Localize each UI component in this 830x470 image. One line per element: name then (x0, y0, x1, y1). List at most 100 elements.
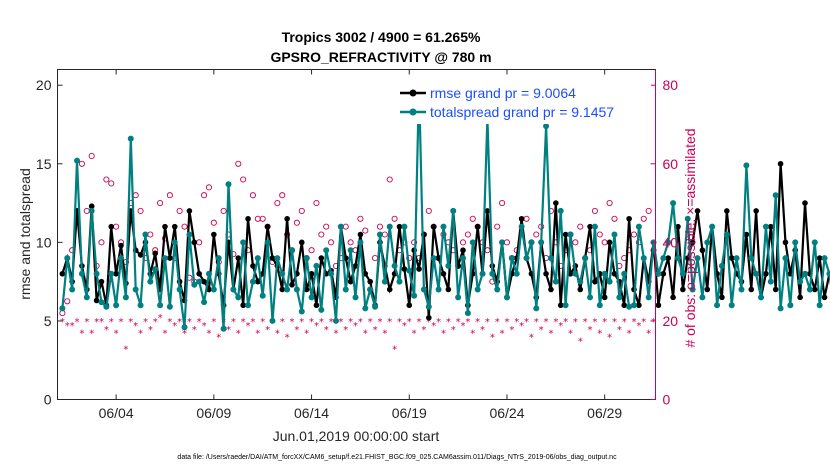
rmse-point (186, 208, 193, 214)
totalspread-point (69, 286, 76, 293)
chart-title-line1: Tropics 3002 / 4900 = 61.265% (282, 29, 481, 45)
totalspread-point (552, 278, 559, 285)
totalspread-point (455, 294, 462, 301)
series-line-totalspread (61, 85, 830, 329)
rmse-point (235, 255, 242, 261)
plot-area (57, 69, 656, 400)
rmse-point (782, 239, 789, 246)
rmse-point (211, 231, 217, 238)
assimilated-obs-marker: * (123, 344, 128, 355)
assimilated-obs-marker: * (104, 325, 109, 336)
possible-obs-marker (347, 239, 354, 246)
assimilated-obs-marker: * (285, 333, 290, 344)
assimilated-obs-marker: * (544, 317, 549, 328)
assimilated-obs-marker: * (373, 325, 378, 336)
rmse-point (684, 255, 691, 261)
assimilated-obs-marker: * (431, 321, 436, 332)
assimilated-obs-marker: * (99, 317, 104, 328)
assimilated-obs-marker: * (461, 321, 466, 332)
totalspread-point (401, 223, 408, 230)
totalspread-point (582, 255, 589, 262)
totalspread-point (298, 308, 305, 315)
rmse-point (250, 263, 256, 269)
totalspread-point (98, 299, 105, 306)
assimilated-obs-marker: * (504, 317, 509, 328)
rmse-point (518, 215, 525, 222)
assimilated-obs-marker: * (627, 329, 632, 340)
rmse-point (816, 255, 823, 261)
totalspread-point (249, 278, 256, 285)
assimilated-obs-marker: * (436, 317, 441, 328)
possible-obs-marker (220, 207, 227, 214)
totalspread-point (464, 310, 471, 317)
totalspread-point (767, 278, 774, 285)
totalspread-point (787, 302, 794, 309)
legend: rmse grand pr = 9.0064 totalspread grand… (397, 78, 651, 124)
assimilated-obs-marker: * (290, 317, 295, 328)
possible-obs-marker (645, 207, 652, 214)
assimilated-obs-marker: * (578, 337, 583, 348)
possible-obs-marker (391, 215, 398, 222)
totalspread-point (718, 262, 725, 269)
totalspread-point (347, 247, 354, 254)
assimilated-obs-marker: * (211, 317, 216, 328)
y-right-tick-label: 40 (663, 234, 679, 250)
totalspread-point (161, 255, 168, 262)
assimilated-obs-marker: * (539, 325, 544, 336)
possible-obs-marker (386, 176, 393, 183)
assimilated-obs-marker: * (294, 325, 299, 336)
totalspread-point (196, 278, 203, 285)
rmse-point (689, 239, 696, 246)
y-tick-label: 0 (44, 392, 52, 408)
x-tick-label: 06/29 (587, 405, 622, 421)
assimilated-obs-marker: * (382, 329, 387, 340)
totalspread-point (679, 270, 686, 277)
rmse-point (553, 200, 559, 206)
assimilated-obs-marker: * (299, 317, 304, 328)
y-tick-label: 20 (36, 77, 52, 93)
rmse-point (201, 278, 207, 285)
totalspread-point (587, 294, 594, 301)
totalspread-point (772, 192, 779, 199)
totalspread-point (225, 181, 232, 188)
totalspread-point (435, 286, 442, 293)
rmse-point (567, 270, 574, 277)
possible-obs-marker (308, 247, 315, 254)
possible-obs-marker (201, 192, 208, 199)
possible-obs-marker (293, 219, 300, 226)
totalspread-point (826, 270, 830, 277)
totalspread-point (88, 207, 95, 214)
totalspread-point (797, 278, 804, 285)
totalspread-point (186, 231, 193, 238)
totalspread-point (103, 303, 110, 310)
rmse-point (665, 255, 672, 261)
totalspread-point (518, 223, 525, 230)
possible-obs-marker (577, 223, 584, 230)
totalspread-point (78, 270, 85, 277)
y-right-tick-label: 20 (663, 313, 679, 329)
rmse-point (93, 297, 100, 304)
totalspread-point (611, 231, 618, 238)
totalspread-point (567, 231, 574, 238)
totalspread-point (562, 302, 569, 309)
possible-obs-marker (166, 192, 173, 199)
totalspread-point (352, 294, 359, 301)
rmse-point (59, 270, 66, 277)
rmse-point (88, 203, 95, 210)
assimilated-obs-marker: * (500, 329, 505, 340)
y-tick-label: 15 (36, 156, 52, 172)
totalspread-point (596, 302, 603, 309)
assimilated-obs-marker: * (451, 325, 456, 336)
y-axis-label-right: # of obs: o=possible; ×=assimilated (682, 128, 698, 347)
assimilated-obs-marker: * (197, 317, 202, 328)
rmse-point (694, 208, 701, 214)
assimilated-obs-marker: * (70, 321, 75, 332)
assimilated-obs-marker: * (177, 317, 182, 328)
assimilated-obs-marker: * (187, 317, 192, 328)
rmse-point (811, 286, 818, 293)
possible-obs-marker (328, 239, 335, 246)
rmse-point (606, 239, 613, 246)
totalspread-point (709, 223, 716, 230)
assimilated-obs-marker: * (441, 329, 446, 340)
y-ticks-left: 0 5 10 15 20 (36, 77, 63, 408)
